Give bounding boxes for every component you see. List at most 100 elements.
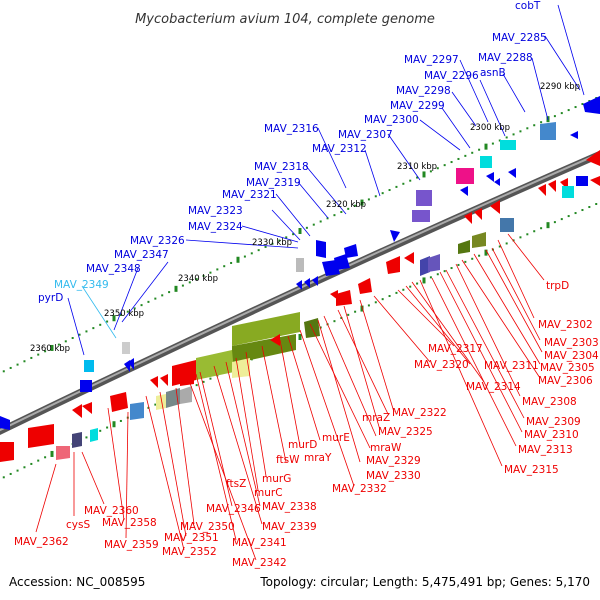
gene-label[interactable]: MAV_2330 (366, 470, 421, 482)
gene-label[interactable]: cobT (515, 0, 541, 12)
gene-label[interactable]: MAV_2358 (102, 517, 157, 529)
track-tick (30, 356, 33, 359)
gene-label[interactable]: MAV_2306 (538, 375, 593, 387)
gene-label[interactable]: murG (262, 473, 291, 485)
gene-label[interactable]: MAV_2316 (264, 123, 319, 135)
kbp-label: 2310 kbp (397, 162, 437, 172)
gene-label[interactable]: MAV_2310 (524, 429, 579, 441)
gene-label[interactable]: MAV_2348 (86, 263, 141, 275)
gene-label[interactable]: MAV_2313 (518, 444, 573, 456)
track-tick (64, 340, 67, 343)
track-tick (450, 161, 453, 164)
track-tick (216, 268, 219, 271)
gene-label[interactable]: MAV_2320 (414, 359, 469, 371)
forward-leader-lines (67, 4, 585, 356)
track-tick (2, 476, 5, 479)
track-tick (16, 469, 19, 472)
gene-label[interactable]: MAV_2362 (14, 536, 69, 548)
gene-label[interactable]: MAV_2311 (484, 360, 539, 372)
gene-label[interactable]: MAV_2298 (396, 85, 451, 97)
track-tick (305, 226, 308, 229)
track-tick (526, 233, 529, 236)
gene-label[interactable]: mraW (370, 442, 402, 454)
gene-label[interactable]: MAV_2323 (188, 205, 243, 217)
gene-label[interactable]: MAV_2297 (404, 54, 459, 66)
gene-label[interactable]: mraZ (362, 412, 390, 424)
gene-label[interactable]: ftsW (276, 454, 300, 466)
gene-label[interactable]: MAV_2326 (130, 235, 185, 247)
gene-label[interactable]: MAV_2309 (526, 416, 581, 428)
gene-label[interactable]: MAV_2338 (262, 501, 317, 513)
track-tick (99, 323, 102, 326)
track-tick (9, 472, 12, 475)
track-tick (264, 245, 267, 248)
gene-label[interactable]: MAV_2322 (392, 407, 447, 419)
gene-label[interactable]: MAV_2360 (84, 505, 139, 517)
track-tick (471, 257, 474, 260)
track-tick (395, 185, 398, 188)
gene-label[interactable]: MAV_2346 (206, 503, 261, 515)
gene-label[interactable]: MAV_2312 (312, 143, 367, 155)
track-tick (512, 239, 515, 242)
track-tick (588, 100, 591, 103)
gene-label[interactable]: MAV_2347 (114, 249, 169, 261)
track-tick (85, 330, 88, 333)
track-tick (112, 421, 116, 428)
gene-label[interactable]: ftsZ (226, 478, 246, 490)
track-tick (298, 334, 302, 340)
gene-label[interactable]: MAV_2315 (504, 464, 559, 476)
gene-label[interactable]: MAV_2359 (104, 539, 159, 551)
gene-label[interactable]: MAV_2304 (544, 350, 599, 362)
gene-label[interactable]: MAV_2352 (162, 546, 217, 558)
gene-label[interactable]: MAV_2308 (522, 396, 577, 408)
gene-label[interactable]: MAV_2307 (338, 129, 393, 141)
track-tick (519, 236, 522, 239)
track-tick (85, 436, 88, 439)
gene-label[interactable]: MAV_2325 (378, 426, 433, 438)
gene-label[interactable]: pyrD (38, 292, 63, 304)
gene-label[interactable]: MAV_2302 (538, 319, 593, 331)
gene-label[interactable]: murD (288, 439, 317, 451)
track-tick (498, 245, 501, 248)
gene-label[interactable]: MAV_2321 (222, 189, 277, 201)
gene-label[interactable]: MAV_2314 (466, 381, 521, 393)
gene-label[interactable]: MAV_2342 (232, 557, 287, 569)
gene-label[interactable]: murC (254, 487, 283, 499)
gene-label[interactable]: MAV_2303 (544, 337, 599, 349)
track-tick (119, 419, 122, 422)
kbp-label: 2360 kbp (30, 344, 70, 354)
track-tick (161, 294, 164, 297)
gene-label[interactable]: MAV_2300 (364, 114, 419, 126)
track-tick (381, 192, 384, 195)
gene-label[interactable]: MAV_2324 (188, 221, 243, 233)
gene-label[interactable]: MAV_2341 (232, 537, 287, 549)
gene-label[interactable]: MAV_2317 (428, 343, 483, 355)
gene-label[interactable]: MAV_2332 (332, 483, 387, 495)
track-tick (312, 223, 315, 226)
track-tick (457, 157, 460, 160)
gene-label[interactable]: mraY (304, 452, 332, 464)
gene-label[interactable]: MAV_2350 (180, 521, 235, 533)
gene-label[interactable]: MAV_2339 (262, 521, 317, 533)
gene-label[interactable]: MAV_2351 (164, 532, 219, 544)
track-tick (147, 300, 150, 303)
track-tick (560, 218, 563, 221)
gene-label[interactable]: MAV_2296 (424, 70, 479, 82)
gene-label[interactable]: MAV_2288 (478, 52, 533, 64)
gene-label[interactable]: asnB (480, 67, 506, 79)
gene-label[interactable]: MAV_2318 (254, 161, 309, 173)
gene-label[interactable]: trpD (546, 280, 569, 292)
gene-label[interactable]: cysS (66, 519, 90, 531)
gene-label[interactable]: MAV_2319 (246, 177, 301, 189)
gene-label-highlighted[interactable]: MAV_2349 (54, 279, 109, 291)
gene-label[interactable]: MAV_2285 (492, 32, 547, 44)
track-tick (202, 380, 205, 383)
track-tick (230, 261, 233, 264)
track-tick (360, 199, 364, 206)
gene-label[interactable]: murE (322, 432, 350, 444)
gene-label[interactable]: MAV_2329 (366, 455, 421, 467)
gene-label[interactable]: MAV_2299 (390, 100, 445, 112)
gene-label[interactable]: MAV_2305 (540, 362, 595, 374)
track-tick (292, 233, 295, 236)
track-tick (106, 426, 109, 429)
